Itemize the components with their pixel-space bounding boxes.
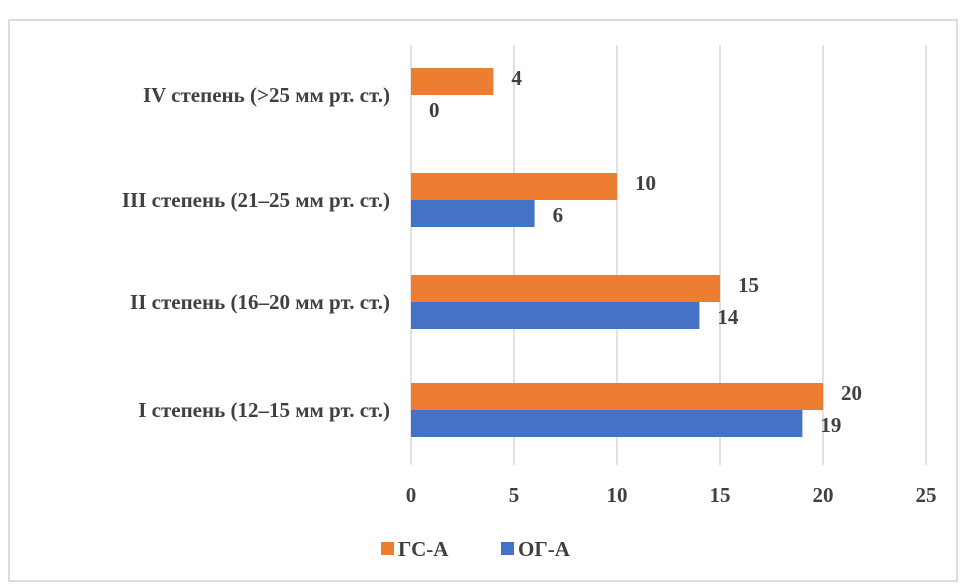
legend: ГС-А ОГ-А (381, 537, 571, 561)
legend-swatch-gs-a (381, 542, 394, 555)
x-tick-label-20: 20 (813, 483, 834, 507)
x-tick-label-25: 25 (916, 483, 937, 507)
data-label-gs-a-ii: 15 (738, 273, 759, 297)
bar-og-a-i (411, 410, 803, 437)
data-label-gs-a-iv: 4 (511, 66, 522, 90)
data-label-gs-a-iii: 10 (635, 171, 656, 195)
data-label-gs-a-i: 20 (841, 381, 862, 405)
legend-label-gs-a: ГС-А (398, 537, 449, 561)
x-tick-label-0: 0 (406, 483, 417, 507)
category-label-ii: II степень (16–20 мм рт. ст.) (130, 290, 390, 314)
category-label-iii: III степень (21–25 мм рт. ст.) (122, 188, 390, 212)
chart-frame (8, 19, 958, 582)
bar-gs-a-iv (411, 68, 494, 95)
category-labels: I степень (12–15 мм рт. ст.) II степень (… (122, 83, 390, 422)
legend-swatch-og-a (501, 542, 514, 555)
x-tick-label-10: 10 (607, 483, 628, 507)
x-tick-label-5: 5 (509, 483, 520, 507)
category-label-iv: IV степень (>25 мм рт. ст.) (143, 83, 390, 107)
legend-label-og-a: ОГ-А (518, 537, 571, 561)
data-label-og-a-iv: 0 (429, 98, 440, 122)
bar-og-a-iii (411, 200, 535, 227)
bar-gs-a-iii (411, 173, 617, 200)
bars (411, 68, 823, 437)
x-axis-ticks: 0 5 10 15 20 25 (406, 483, 937, 507)
bar-gs-a-i (411, 383, 823, 410)
x-tick-label-15: 15 (710, 483, 731, 507)
data-label-og-a-i: 19 (820, 413, 841, 437)
data-label-og-a-iii: 6 (553, 203, 564, 227)
category-label-i: I степень (12–15 мм рт. ст.) (138, 398, 390, 422)
bar-gs-a-ii (411, 275, 720, 302)
data-label-og-a-ii: 14 (717, 305, 739, 329)
bar-og-a-ii (411, 302, 700, 329)
